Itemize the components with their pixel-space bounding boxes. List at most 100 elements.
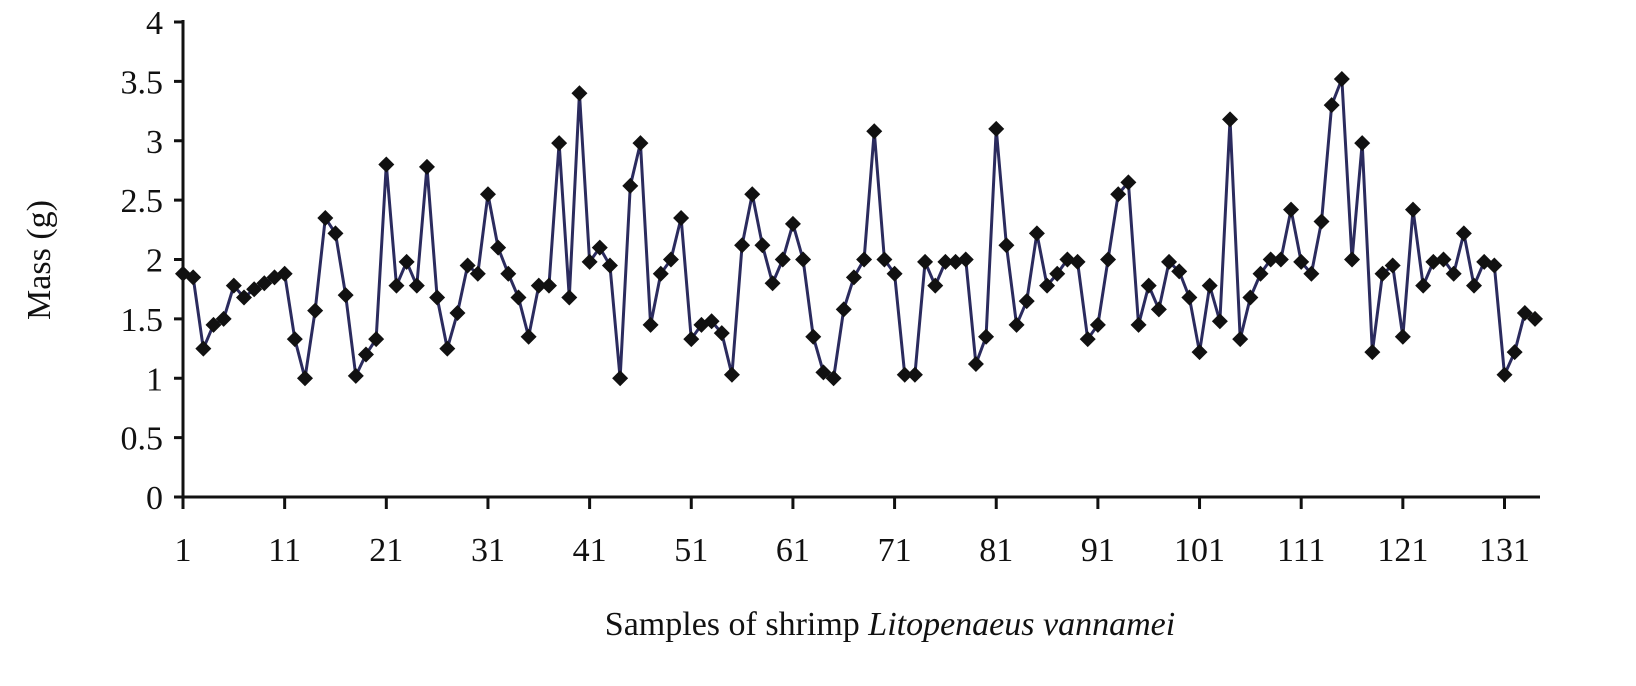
marker [1110, 186, 1127, 203]
marker [1130, 316, 1147, 333]
marker [1506, 344, 1523, 361]
x-axis-label-part: Litopenaeus vannamei [867, 606, 1175, 643]
y-tick-label: 4 [146, 5, 163, 42]
marker [1201, 277, 1218, 294]
y-tick-label: 3 [146, 124, 163, 161]
marker [561, 289, 578, 306]
marker [1384, 257, 1401, 274]
marker [1445, 265, 1462, 282]
x-tick-label: 1 [175, 532, 192, 569]
series-line [182, 78, 1536, 382]
marker [520, 328, 537, 345]
x-axis-label: Samples of shrimp Litopenaeus vannamei [605, 606, 1175, 643]
marker [1313, 213, 1330, 230]
marker [744, 186, 761, 203]
marker [225, 277, 242, 294]
marker [1191, 344, 1208, 361]
y-tick-label: 2 [146, 243, 163, 280]
marker [530, 277, 547, 294]
marker [1354, 135, 1371, 152]
x-tick-label: 71 [878, 532, 912, 569]
marker [1222, 111, 1239, 128]
marker [1323, 97, 1340, 114]
marker [429, 289, 446, 306]
marker [1008, 316, 1025, 333]
marker [571, 85, 588, 102]
marker [723, 366, 740, 383]
x-tick-label: 101 [1174, 532, 1225, 569]
marker [215, 310, 232, 327]
marker [479, 186, 496, 203]
marker [337, 287, 354, 304]
marker [642, 316, 659, 333]
y-tick-label: 0.5 [121, 421, 164, 458]
marker [296, 370, 313, 387]
marker [1344, 251, 1361, 268]
marker [276, 265, 293, 282]
marker [764, 275, 781, 292]
marker [1181, 289, 1198, 306]
marker [754, 237, 771, 254]
x-tick-label: 41 [573, 532, 607, 569]
marker [1252, 265, 1269, 282]
marker [1120, 174, 1137, 191]
marker [1364, 344, 1381, 361]
marker [1171, 263, 1188, 280]
marker [195, 340, 212, 357]
marker [1415, 277, 1432, 294]
x-tick-label: 81 [979, 532, 1013, 569]
marker [876, 251, 893, 268]
x-tick-label: 61 [776, 532, 810, 569]
marker [683, 331, 700, 348]
marker [1496, 366, 1513, 383]
marker [1516, 304, 1533, 321]
y-tick-label: 0 [146, 480, 163, 517]
x-axis-label-part: Samples of shrimp [605, 606, 860, 643]
x-tick-label: 121 [1377, 532, 1428, 569]
marker [1293, 253, 1310, 270]
marker [673, 209, 690, 226]
marker [734, 237, 751, 254]
marker [988, 120, 1005, 137]
x-tick-label: 31 [471, 532, 505, 569]
marker [825, 370, 842, 387]
marker [1486, 257, 1503, 274]
marker [408, 277, 425, 294]
marker [998, 237, 1015, 254]
marker [805, 328, 822, 345]
x-tick-label: 11 [268, 532, 301, 569]
marker [815, 364, 832, 381]
marker [1283, 201, 1300, 218]
marker [845, 269, 862, 286]
marker [398, 253, 415, 270]
marker [307, 302, 324, 319]
marker [368, 331, 385, 348]
marker [1049, 265, 1066, 282]
marker [632, 135, 649, 152]
marker [540, 277, 557, 294]
marker [856, 251, 873, 268]
marker [784, 215, 801, 232]
marker [256, 275, 273, 292]
marker [1455, 225, 1472, 242]
marker [205, 316, 222, 333]
marker [886, 265, 903, 282]
x-tick-label: 131 [1479, 532, 1530, 569]
marker [896, 366, 913, 383]
marker [286, 331, 303, 348]
marker [1272, 251, 1289, 268]
y-tick-label: 1 [146, 361, 163, 398]
marker [1333, 71, 1350, 87]
marker [1466, 277, 1483, 294]
marker [500, 265, 517, 282]
marker [1527, 310, 1543, 327]
x-tick-label: 91 [1081, 532, 1115, 569]
marker [967, 356, 984, 372]
marker [774, 251, 791, 268]
marker [906, 366, 923, 383]
x-tick-label: 21 [369, 532, 403, 569]
marker [1405, 201, 1422, 218]
y-axis-label: Mass (g) [21, 200, 58, 320]
marker [1374, 265, 1391, 282]
